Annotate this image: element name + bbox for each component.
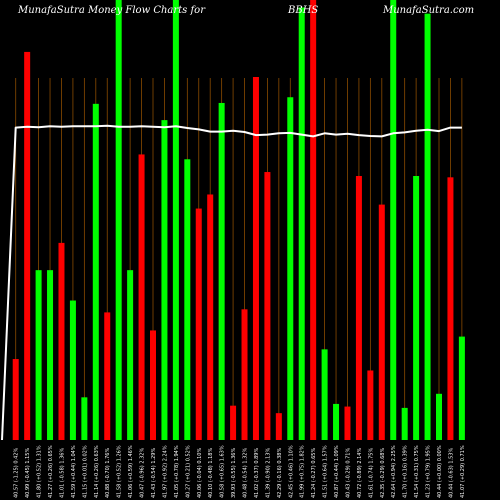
- x-tick-label-4: 41.27 (+0.26) 0.65%: [48, 445, 54, 498]
- bar-25: [287, 97, 294, 441]
- x-axis-labels: 40.57 (-1.25) 0.42% 40.99 (-0.45) 1.15% 41…: [14, 445, 466, 498]
- bar-13: [150, 330, 156, 440]
- bar-24: [275, 413, 282, 440]
- x-tick-label-30: 40.43 (-0.29) 0.71%: [345, 448, 351, 498]
- bar-6: [69, 300, 76, 440]
- bar-19: [218, 102, 225, 441]
- bar-17: [195, 208, 202, 440]
- x-tick-label-35: 41.70 (+0.16) 0.39%: [403, 445, 409, 498]
- x-tick-label-14: 41.97 (+0.92) 2.24%: [162, 445, 168, 498]
- x-tick-label-24: 42.29 (-0.16) 0.38%: [277, 448, 283, 498]
- x-tick-label-9: 40.88 (-0.70) 1.76%: [105, 448, 111, 498]
- bar-4: [47, 270, 54, 440]
- x-tick-label-23: 41.39 (-0.90) 2.13%: [265, 448, 271, 498]
- bar-30: [344, 406, 351, 440]
- chart-header-ticker: BBHS: [288, 5, 319, 16]
- x-tick-label-6: 41.59 (+0.44) 1.04%: [71, 445, 77, 498]
- bar-40: [458, 336, 465, 440]
- x-tick-label-21: 40.48 (-0.54) 1.32%: [243, 448, 249, 498]
- x-tick-label-40: 41.07 (+0.29) 0.71%: [460, 445, 466, 498]
- bar-15: [172, 0, 179, 440]
- bar-16: [184, 159, 191, 440]
- x-tick-label-19: 40.58 (+0.65) 1.63%: [220, 445, 226, 498]
- x-tick-label-15: 41.05 (+0.78) 1.94%: [174, 445, 180, 498]
- bar-29: [333, 403, 340, 440]
- bar-35: [401, 407, 408, 440]
- x-tick-label-38: 40.44 (+0.00) 0.00%: [437, 445, 443, 498]
- x-tick-label-17: 40.06 (-0.04) 0.10%: [197, 448, 203, 498]
- x-tick-label-13: 41.43 (-0.54) 1.29%: [151, 448, 157, 498]
- x-tick-label-7: 41.15 (+0.01) 0.02%: [82, 445, 88, 498]
- x-tick-label-29: 40.87 (+0.44) 1.09%: [334, 445, 340, 498]
- x-tick-label-34: 42.64 (+0.94) 2.25%: [391, 445, 397, 498]
- x-tick-label-8: 41.14 (+0.26) 0.63%: [94, 445, 100, 498]
- bar-18: [207, 194, 214, 440]
- bar-5: [58, 242, 65, 440]
- bar-7: [81, 397, 88, 440]
- bar-28: [321, 349, 328, 440]
- x-tick-label-36: 41.54 (+0.31) 0.75%: [414, 445, 420, 498]
- bar-10: [115, 0, 122, 440]
- x-tick-label-37: 41.23 (+0.79) 1.95%: [426, 445, 432, 498]
- bar-12: [138, 154, 145, 440]
- money-flow-line-path: [1, 124, 462, 441]
- x-tick-label-10: 41.58 (+0.52) 1.26%: [117, 445, 123, 498]
- bar-33: [378, 204, 385, 440]
- chart-header-left: MunafaSutra Money Flow Charts for: [18, 5, 205, 16]
- x-tick-label-20: 39.93 (-0.55) 1.36%: [231, 448, 237, 498]
- x-tick-label-28: 41.51 (+0.64) 1.57%: [323, 445, 329, 498]
- money-flow-line: [1, 124, 462, 441]
- bar-1: [12, 359, 19, 440]
- x-tick-label-11: 41.06 (+0.59) 1.46%: [128, 445, 134, 498]
- bar-38: [436, 393, 442, 440]
- x-tick-label-12: 40.47 (-0.96) 2.32%: [140, 448, 146, 498]
- bar-2: [24, 51, 31, 441]
- x-tick-label-16: 40.27 (+0.21) 0.52%: [185, 445, 191, 498]
- bar-31: [355, 176, 362, 440]
- chart-header-site: MunafaSutra.com: [383, 5, 475, 16]
- x-tick-label-32: 41.61 (-0.74) 1.75%: [368, 448, 374, 498]
- bar-8: [92, 103, 99, 440]
- x-tick-label-33: 42.35 (-0.29) 0.68%: [380, 448, 386, 498]
- bar-series: [12, 0, 465, 441]
- bar-23: [264, 172, 271, 441]
- bar-27: [310, 0, 317, 440]
- x-tick-label-39: 40.44 (-0.63) 1.53%: [448, 448, 454, 498]
- bar-26: [298, 7, 305, 440]
- x-tick-label-26: 41.99 (+0.75) 1.82%: [300, 445, 306, 498]
- x-tick-label-22: 41.02 (-0.37) 0.89%: [254, 448, 260, 498]
- bar-22: [252, 77, 259, 440]
- bar-21: [241, 309, 248, 440]
- x-tick-label-2: 40.99 (-0.45) 1.15%: [25, 448, 31, 498]
- x-tick-label-3: 41.80 (+0.52) 1.31%: [37, 445, 43, 498]
- bar-37: [424, 13, 431, 440]
- bar-14: [161, 120, 168, 441]
- bar-36: [413, 176, 420, 440]
- bar-20: [230, 405, 237, 440]
- x-tick-label-31: 40.72 (-0.89) 2.14%: [357, 448, 363, 498]
- x-tick-label-18: 40.10 (-0.48) 1.18%: [208, 448, 214, 498]
- x-tick-label-27: 41.24 (-0.27) 0.65%: [311, 448, 317, 498]
- bar-39: [447, 177, 454, 440]
- bar-9: [104, 312, 111, 440]
- bar-11: [127, 270, 134, 440]
- bar-3: [35, 270, 42, 440]
- x-tick-label-5: 41.01 (-0.58) 1.36%: [59, 448, 65, 498]
- bar-34: [390, 0, 397, 440]
- x-tick-label-1: 40.57 (-1.25) 0.42%: [14, 448, 20, 498]
- bar-32: [367, 370, 374, 440]
- x-tick-label-25: 42.45 (+0.46) 1.10%: [288, 445, 294, 498]
